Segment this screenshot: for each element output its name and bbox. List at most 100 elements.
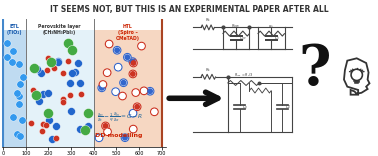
Point bbox=[141, 90, 147, 92]
Point bbox=[45, 112, 51, 115]
Text: $C_g$: $C_g$ bbox=[242, 103, 248, 112]
Point bbox=[130, 73, 136, 75]
Point bbox=[102, 125, 108, 127]
Point bbox=[130, 60, 136, 63]
Point bbox=[60, 72, 66, 75]
Point bbox=[96, 136, 102, 139]
Point bbox=[10, 49, 16, 52]
Point bbox=[138, 45, 144, 47]
Text: $R_s$: $R_s$ bbox=[205, 17, 211, 24]
Point bbox=[40, 93, 46, 95]
Point bbox=[102, 125, 108, 127]
Point bbox=[15, 63, 22, 65]
Point bbox=[151, 111, 157, 113]
Point bbox=[69, 48, 75, 51]
Point bbox=[119, 95, 125, 97]
Point bbox=[29, 89, 36, 91]
Point bbox=[33, 94, 39, 96]
Point bbox=[16, 103, 22, 106]
Bar bbox=[94, 30, 162, 147]
Point bbox=[113, 90, 119, 93]
Point bbox=[122, 136, 128, 139]
Point bbox=[104, 71, 110, 74]
Point bbox=[130, 62, 136, 64]
Point bbox=[104, 130, 110, 133]
Point bbox=[14, 132, 20, 135]
Text: $\frac{\partial n}{\partial t} - \frac{1}{q}\frac{\partial j_n}{\partial x} = G : $\frac{\partial n}{\partial t} - \frac{1… bbox=[97, 111, 144, 124]
Point bbox=[124, 56, 130, 58]
Point bbox=[4, 41, 10, 44]
Point bbox=[104, 130, 110, 133]
Point bbox=[104, 71, 110, 74]
Point bbox=[114, 49, 120, 51]
Point bbox=[130, 73, 136, 75]
Point bbox=[130, 60, 136, 63]
Text: ETL
(TiO₂): ETL (TiO₂) bbox=[6, 24, 22, 35]
Point bbox=[85, 125, 91, 127]
Point bbox=[113, 90, 119, 93]
Point bbox=[130, 128, 136, 130]
Point bbox=[122, 136, 128, 139]
Point bbox=[99, 87, 105, 89]
Point bbox=[100, 83, 106, 86]
Text: Perovskite layer
(CH₃NH₃PbI₃): Perovskite layer (CH₃NH₃PbI₃) bbox=[39, 24, 81, 35]
Point bbox=[36, 100, 42, 102]
Point bbox=[141, 90, 147, 92]
Point bbox=[121, 81, 127, 84]
Point bbox=[14, 92, 20, 95]
Point bbox=[49, 138, 55, 140]
Point bbox=[99, 87, 105, 89]
Point bbox=[60, 98, 67, 100]
Point bbox=[20, 76, 26, 78]
Point bbox=[130, 62, 136, 64]
Point bbox=[10, 116, 16, 118]
Text: $R_{li}$: $R_{li}$ bbox=[268, 23, 274, 31]
Text: $R_{rec} = R_c/3$: $R_{rec} = R_c/3$ bbox=[234, 72, 253, 79]
Point bbox=[19, 119, 25, 122]
Point bbox=[75, 62, 81, 65]
Point bbox=[96, 136, 102, 139]
Point bbox=[53, 125, 59, 127]
Point bbox=[130, 112, 136, 115]
Point bbox=[55, 60, 61, 62]
Point bbox=[45, 57, 51, 60]
Point bbox=[138, 45, 144, 47]
Point bbox=[72, 70, 78, 73]
Point bbox=[100, 83, 106, 86]
Point bbox=[115, 66, 121, 68]
PathPatch shape bbox=[344, 58, 369, 95]
Point bbox=[65, 60, 71, 63]
Point bbox=[134, 105, 140, 108]
Point bbox=[55, 61, 61, 63]
Point bbox=[67, 82, 73, 84]
Text: $R_s$: $R_s$ bbox=[205, 66, 211, 74]
Point bbox=[34, 68, 40, 71]
Text: $R_{geo}$: $R_{geo}$ bbox=[231, 22, 241, 31]
Point bbox=[106, 43, 112, 45]
Point bbox=[133, 91, 139, 94]
Point bbox=[119, 95, 125, 97]
Point bbox=[28, 122, 34, 124]
Point bbox=[51, 66, 57, 69]
Point bbox=[46, 119, 52, 121]
Point bbox=[121, 81, 127, 84]
Point bbox=[82, 129, 88, 132]
Text: $C_D$: $C_D$ bbox=[285, 104, 291, 111]
Bar bbox=[3, 30, 26, 147]
Point bbox=[124, 56, 130, 58]
Point bbox=[9, 61, 15, 63]
Point bbox=[134, 105, 140, 108]
Point bbox=[65, 42, 71, 44]
Point bbox=[130, 128, 136, 130]
Point bbox=[85, 112, 91, 114]
Point bbox=[44, 69, 50, 71]
Point bbox=[133, 91, 139, 94]
Point bbox=[78, 93, 84, 95]
Text: ?: ? bbox=[299, 42, 331, 97]
Text: $R_D$: $R_D$ bbox=[257, 80, 263, 88]
Point bbox=[151, 111, 157, 113]
Point bbox=[68, 110, 74, 112]
Point bbox=[17, 134, 23, 137]
Point bbox=[3, 56, 9, 58]
Point bbox=[17, 83, 23, 86]
